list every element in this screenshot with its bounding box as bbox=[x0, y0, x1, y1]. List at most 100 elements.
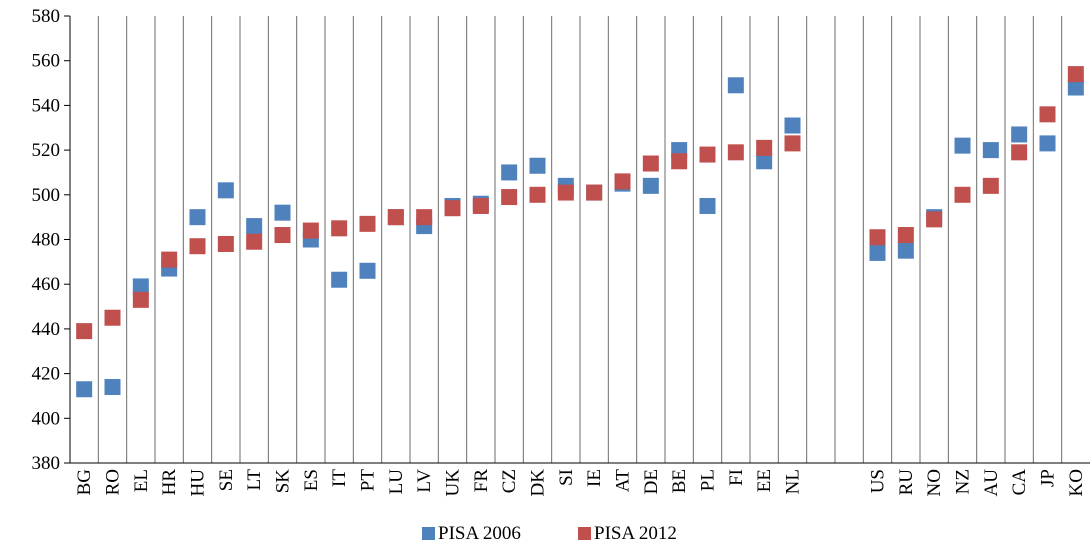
data-point bbox=[189, 209, 206, 226]
data-point bbox=[246, 218, 263, 235]
data-point bbox=[926, 211, 943, 228]
x-tick-label: SE bbox=[216, 469, 237, 491]
x-tick-label: RO bbox=[103, 469, 124, 495]
data-point bbox=[897, 242, 914, 259]
y-tick-label: 460 bbox=[32, 274, 61, 295]
x-tick-label: DK bbox=[528, 469, 549, 497]
x-tick-label: HU bbox=[188, 469, 209, 497]
x-tick-label: LU bbox=[386, 469, 407, 495]
x-tick-label: IT bbox=[329, 469, 350, 487]
y-tick-label: 400 bbox=[32, 408, 61, 429]
y-tick-label: 540 bbox=[32, 95, 61, 116]
y-tick-label: 420 bbox=[32, 364, 61, 385]
x-tick-label: EE bbox=[754, 469, 775, 492]
data-point bbox=[416, 209, 433, 226]
x-axis: BG RO EL HR HU SE LT SK ES IT PT LU LV UK FR CZ DK SI IE AT… bbox=[70, 462, 1090, 497]
x-tick-label: FR bbox=[471, 469, 492, 493]
y-tick-label: 560 bbox=[32, 51, 61, 72]
data-point bbox=[982, 177, 999, 194]
data-point bbox=[331, 220, 348, 237]
data-point bbox=[727, 144, 744, 161]
data-point bbox=[302, 222, 319, 239]
x-tick-label: HR bbox=[159, 469, 180, 496]
data-point bbox=[274, 204, 291, 221]
y-tick-label: 380 bbox=[32, 453, 61, 474]
x-tick-label: KO bbox=[1066, 469, 1087, 496]
legend-swatch-pisa-2012 bbox=[578, 527, 591, 540]
data-point bbox=[529, 157, 546, 174]
data-point bbox=[132, 291, 149, 308]
data-point bbox=[784, 135, 801, 152]
data-point bbox=[359, 215, 376, 232]
data-point bbox=[869, 229, 886, 246]
data-point bbox=[444, 200, 461, 217]
x-tick-label: BG bbox=[74, 469, 95, 496]
x-tick-label: BE bbox=[669, 469, 690, 493]
data-point bbox=[189, 238, 206, 255]
x-tick-label: AT bbox=[613, 469, 634, 493]
data-point bbox=[501, 189, 518, 206]
x-tick-label: ES bbox=[301, 469, 322, 491]
x-tick-label: RU bbox=[896, 469, 917, 496]
x-tick-label: NZ bbox=[953, 469, 974, 494]
data-point bbox=[1011, 144, 1028, 161]
data-point bbox=[104, 379, 121, 396]
data-point bbox=[274, 227, 291, 244]
data-point bbox=[1011, 126, 1028, 143]
data-point bbox=[529, 186, 546, 203]
data-point bbox=[756, 139, 773, 156]
x-tick-label: AU bbox=[981, 469, 1002, 497]
series-1 bbox=[76, 66, 1084, 340]
data-point bbox=[161, 251, 178, 268]
data-point bbox=[246, 233, 263, 250]
data-point bbox=[501, 164, 518, 181]
data-point bbox=[869, 244, 886, 261]
y-tick-label: 480 bbox=[32, 230, 61, 251]
data-point bbox=[954, 186, 971, 203]
data-point bbox=[897, 227, 914, 244]
legend-swatch-pisa-2006 bbox=[422, 527, 435, 540]
data-point bbox=[104, 309, 121, 326]
data-point bbox=[954, 137, 971, 154]
data-point bbox=[727, 77, 744, 94]
x-tick-label: EL bbox=[131, 469, 152, 492]
x-tick-label: DE bbox=[641, 469, 662, 494]
x-tick-label: FI bbox=[726, 469, 747, 486]
data-point bbox=[359, 262, 376, 279]
x-tick-label: JP bbox=[1038, 469, 1059, 487]
x-tick-label: LT bbox=[244, 469, 265, 491]
data-point bbox=[1039, 135, 1056, 152]
x-tick-label: US bbox=[868, 469, 889, 493]
data-point bbox=[982, 142, 999, 159]
data-point bbox=[76, 381, 93, 398]
x-tick-label: SK bbox=[273, 469, 294, 494]
data-point bbox=[1067, 79, 1084, 96]
data-point bbox=[331, 271, 348, 288]
legend-label-pisa-2012: PISA 2012 bbox=[594, 523, 677, 544]
x-tick-label: IE bbox=[584, 469, 605, 487]
x-tick-label: SI bbox=[556, 469, 577, 486]
data-point bbox=[784, 117, 801, 134]
data-point bbox=[217, 182, 234, 199]
x-tick-label: CA bbox=[1009, 469, 1030, 496]
x-tick-label: PT bbox=[358, 469, 379, 492]
x-tick-label: UK bbox=[443, 469, 464, 497]
category-separators bbox=[97, 16, 1063, 463]
y-tick-label: 520 bbox=[32, 140, 61, 161]
y-axis: 380 400 420 440 460 480 500 520 540 560 580 bbox=[32, 6, 71, 474]
data-point bbox=[699, 146, 716, 163]
data-point bbox=[132, 278, 149, 295]
data-point bbox=[699, 197, 716, 214]
data-point bbox=[557, 184, 574, 201]
data-point bbox=[671, 153, 688, 170]
data-point bbox=[642, 155, 659, 172]
y-tick-label: 500 bbox=[32, 185, 61, 206]
x-tick-label: CZ bbox=[499, 469, 520, 493]
x-tick-label: LV bbox=[414, 469, 435, 493]
data-point bbox=[586, 184, 603, 201]
y-tick-label: 440 bbox=[32, 319, 61, 340]
legend-label-pisa-2006: PISA 2006 bbox=[438, 523, 521, 544]
x-tick-label: PL bbox=[698, 469, 719, 491]
x-tick-label: NL bbox=[783, 469, 804, 494]
